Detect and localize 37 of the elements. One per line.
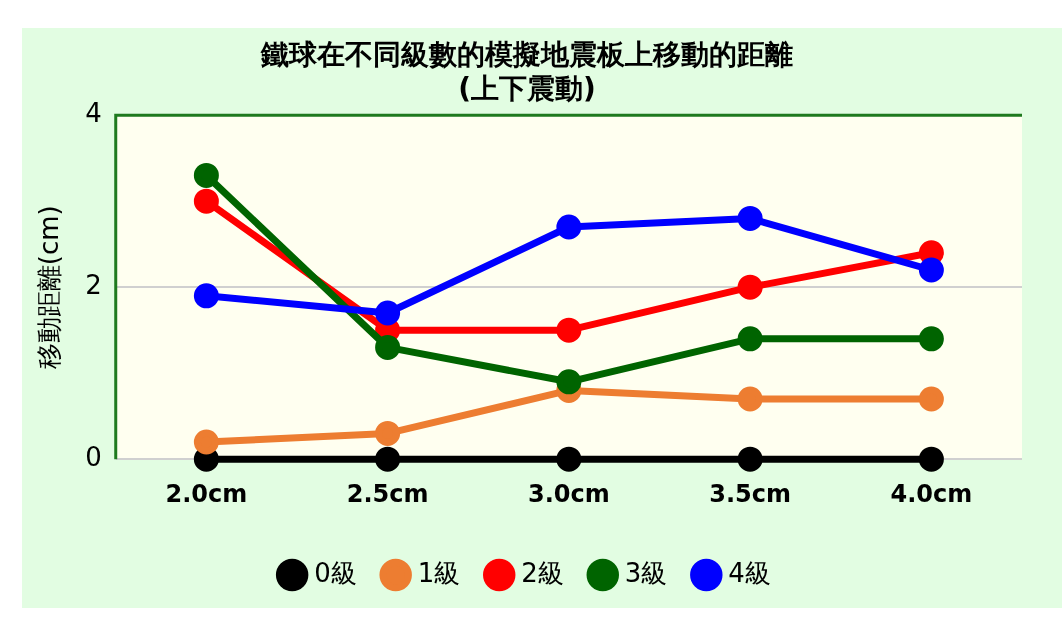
point bbox=[375, 446, 401, 472]
point bbox=[918, 257, 944, 283]
x-tick-label: 4.0cm bbox=[890, 479, 973, 508]
legend-label: 4級 bbox=[728, 557, 771, 588]
point bbox=[737, 326, 763, 352]
point bbox=[556, 317, 582, 343]
point bbox=[375, 300, 401, 326]
point bbox=[918, 386, 944, 412]
point bbox=[918, 326, 944, 352]
point bbox=[556, 214, 582, 240]
x-tick-label: 2.0cm bbox=[165, 479, 248, 508]
point bbox=[193, 429, 219, 455]
legend-label: 2級 bbox=[521, 557, 564, 588]
point bbox=[737, 205, 763, 231]
point bbox=[193, 162, 219, 188]
legend-label: 0級 bbox=[314, 557, 357, 588]
chart-subtitle: (上下震動) bbox=[458, 71, 596, 105]
point bbox=[737, 446, 763, 472]
y-axis-title: 移動距離(cm) bbox=[34, 205, 65, 370]
point bbox=[193, 283, 219, 309]
point bbox=[737, 386, 763, 412]
chart-title: 鐵球在不同級數的模擬地震板上移動的距離 bbox=[260, 38, 793, 72]
y-tick-label: 0 bbox=[85, 441, 102, 472]
point bbox=[193, 188, 219, 214]
legend-label: 3級 bbox=[624, 557, 668, 588]
x-tick-label: 3.5cm bbox=[709, 479, 791, 508]
point bbox=[556, 369, 582, 395]
point bbox=[375, 420, 401, 446]
point bbox=[375, 334, 401, 360]
x-tick-label: 2.5cm bbox=[346, 479, 429, 508]
point bbox=[556, 446, 582, 472]
x-tick-label: 3.0cm bbox=[528, 479, 610, 508]
legend-label: 1級 bbox=[417, 557, 461, 588]
y-tick-label: 2 bbox=[85, 269, 102, 300]
point bbox=[737, 274, 763, 300]
point bbox=[918, 446, 944, 472]
y-tick-label: 4 bbox=[85, 97, 102, 128]
